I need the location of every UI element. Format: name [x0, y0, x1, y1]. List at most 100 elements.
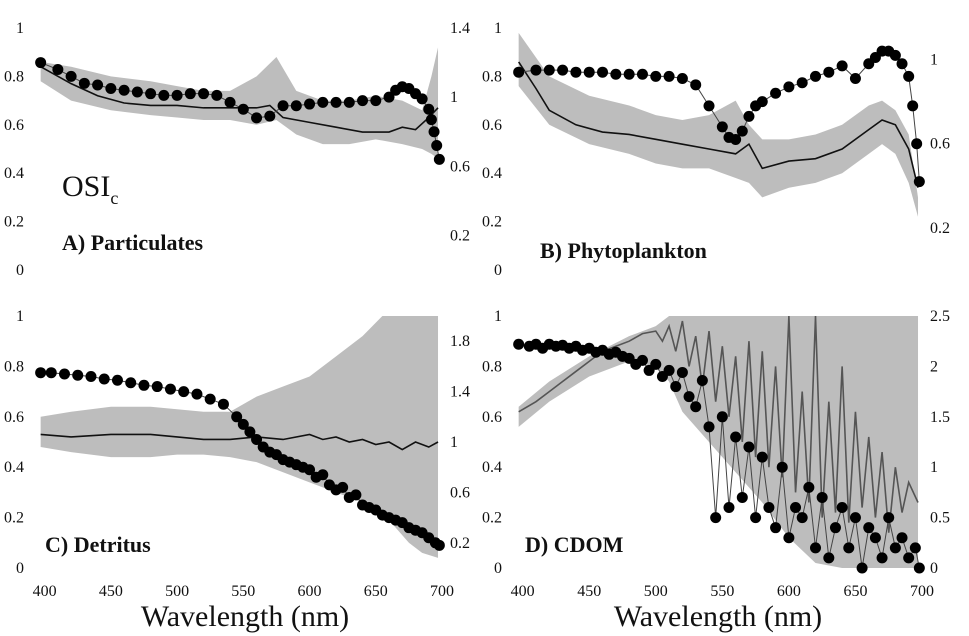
- x-tick-d-3: 550: [710, 583, 734, 600]
- y-tick-left-c-2: 0.4: [4, 459, 24, 476]
- dot-d-35: [750, 512, 762, 524]
- dot-b-24: [796, 77, 808, 89]
- dot-d-42: [796, 512, 808, 524]
- dot-c-6: [111, 374, 123, 386]
- panel-title-a: A) Particulates: [62, 230, 204, 255]
- dot-a-13: [211, 89, 223, 101]
- dot-b-35: [903, 70, 915, 82]
- dot-c-14: [217, 398, 229, 410]
- x-tick-c-0: 400: [33, 583, 57, 600]
- dot-b-37: [911, 138, 923, 150]
- dot-d-28: [703, 421, 715, 433]
- dot-d-20: [650, 358, 662, 370]
- y-tick-left-c-4: 0.8: [4, 358, 24, 375]
- dot-b-14: [703, 100, 715, 112]
- osi-label-main: OSI: [62, 170, 110, 203]
- y-tick-left-a-2: 0.4: [4, 165, 24, 182]
- dot-d-38: [770, 522, 782, 534]
- dot-a-10: [171, 89, 183, 101]
- y-tick-right-a-1: 0.6: [450, 158, 470, 175]
- dot-a-8: [145, 88, 157, 100]
- dot-c-11: [178, 386, 190, 398]
- dot-d-26: [690, 401, 702, 413]
- dot-a-32: [423, 103, 435, 115]
- dot-c-26: [304, 464, 316, 476]
- dot-b-5: [583, 66, 595, 78]
- dot-d-32: [730, 431, 742, 443]
- panel-c: 0 0.2 0.4 0.6 0.8 1 0.2 0.6 1 1.4 1.8 400 450 500 550 6…: [4, 308, 470, 600]
- dot-d-47: [829, 522, 841, 534]
- y-tick-left-b-3: 0.6: [482, 117, 502, 134]
- dot-b-12: [676, 73, 688, 85]
- y-tick-right-d-4: 2: [930, 358, 938, 375]
- dot-d-46: [823, 552, 835, 564]
- y-tick-left-d-5: 1: [494, 308, 502, 325]
- dot-c-4: [85, 370, 97, 382]
- y-tick-left-a-3: 0.6: [4, 117, 24, 134]
- dot-c-33: [350, 489, 362, 501]
- dot-a-3: [78, 77, 90, 89]
- panel-a: 0 0.2 0.4 0.6 0.8 1 0.2 0.6 1 1.4 A) Particulates: [4, 20, 470, 279]
- dot-d-43: [803, 481, 815, 493]
- dot-a-4: [92, 79, 104, 91]
- dot-b-17: [730, 134, 742, 146]
- y-tick-left-c-1: 0.2: [4, 510, 24, 527]
- dot-b-33: [889, 49, 901, 61]
- x-axis-title-right: Wavelength (nm): [614, 600, 822, 633]
- x-tick-d-0: 400: [511, 583, 535, 600]
- dot-a-25: [370, 95, 382, 107]
- dot-a-18: [277, 100, 289, 112]
- dot-d-58: [903, 552, 915, 564]
- dot-d-45: [816, 491, 828, 503]
- dot-a-26: [383, 91, 395, 103]
- dot-d-51: [856, 562, 868, 574]
- dot-b-22: [770, 87, 782, 99]
- dot-b-19: [743, 110, 755, 122]
- x-tick-d-5: 650: [843, 583, 867, 600]
- osi-label: OSIc: [62, 170, 118, 208]
- x-tick-c-6: 700: [430, 583, 454, 600]
- dot-d-44: [810, 542, 822, 554]
- dot-b-1: [530, 64, 542, 76]
- y-tick-right-a-3: 1.4: [450, 20, 470, 37]
- panel-d: 0 0.2 0.4 0.6 0.8 1 0 0.5 1 1.5 2 2.5 400 450 500 550 60…: [482, 308, 950, 600]
- y-tick-left-d-2: 0.4: [482, 459, 502, 476]
- y-tick-right-d-1: 0.5: [930, 510, 950, 527]
- y-tick-left-b-0: 0: [494, 262, 502, 279]
- x-tick-d-1: 450: [577, 583, 601, 600]
- y-tick-right-d-5: 2.5: [930, 308, 950, 325]
- dot-c-18: [251, 433, 263, 445]
- dot-d-25: [683, 391, 695, 403]
- y-tick-left-a-4: 0.8: [4, 68, 24, 85]
- mean-line-d: [518, 315, 919, 533]
- x-tick-d-2: 500: [644, 583, 668, 600]
- dot-a-36: [433, 153, 445, 165]
- dot-b-23: [783, 81, 795, 93]
- dot-d-23: [670, 381, 682, 393]
- y-tick-right-c-4: 1.8: [450, 333, 470, 350]
- y-tick-right-c-2: 1: [450, 434, 458, 451]
- y-tick-right-d-0: 0: [930, 560, 938, 577]
- dot-b-6: [597, 66, 609, 78]
- dot-b-8: [623, 68, 635, 80]
- mean-line-a: [40, 66, 439, 133]
- dot-d-24: [676, 366, 688, 378]
- dot-a-2: [65, 70, 77, 82]
- dot-a-17: [264, 110, 276, 122]
- x-tick-d-4: 600: [777, 583, 801, 600]
- dot-d-30: [716, 411, 728, 423]
- y-tick-left-d-1: 0.2: [482, 510, 502, 527]
- dot-a-5: [105, 83, 117, 94]
- y-tick-left-b-1: 0.2: [482, 214, 502, 231]
- y-tick-right-c-1: 0.6: [450, 484, 470, 501]
- dot-d-41: [790, 502, 802, 514]
- dot-d-59: [909, 542, 921, 554]
- y-tick-left-a-5: 1: [16, 20, 24, 37]
- osi-label-sub: c: [110, 188, 118, 208]
- dot-b-15: [716, 121, 728, 133]
- dot-a-20: [304, 98, 316, 110]
- dot-b-25: [810, 70, 822, 82]
- dot-d-40: [783, 532, 795, 544]
- y-tick-left-c-3: 0.6: [4, 409, 24, 426]
- x-tick-c-2: 500: [165, 583, 189, 600]
